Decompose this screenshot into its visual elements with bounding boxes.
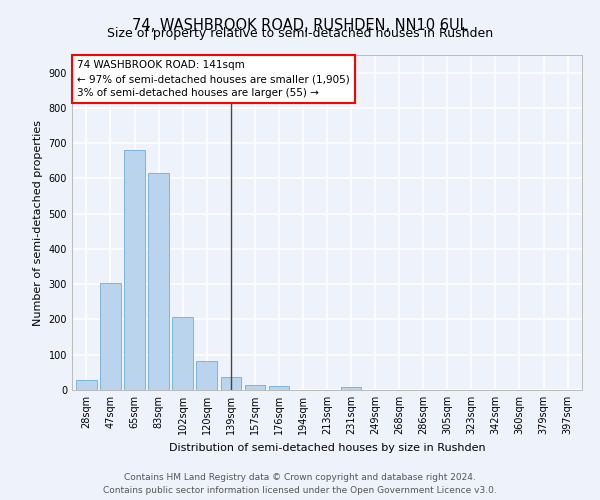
Y-axis label: Number of semi-detached properties: Number of semi-detached properties: [33, 120, 43, 326]
Bar: [245, 386, 265, 390]
Bar: [341, 387, 361, 390]
Text: Size of property relative to semi-detached houses in Rushden: Size of property relative to semi-detach…: [107, 28, 493, 40]
Bar: [100, 283, 121, 390]
Text: Contains HM Land Registry data © Crown copyright and database right 2024.
Contai: Contains HM Land Registry data © Crown c…: [103, 474, 497, 495]
Bar: [148, 173, 169, 390]
Bar: [124, 150, 145, 390]
Bar: [269, 386, 289, 390]
Bar: [76, 380, 97, 390]
Bar: [221, 376, 241, 390]
Text: 74 WASHBROOK ROAD: 141sqm
← 97% of semi-detached houses are smaller (1,905)
3% o: 74 WASHBROOK ROAD: 141sqm ← 97% of semi-…: [77, 60, 350, 98]
X-axis label: Distribution of semi-detached houses by size in Rushden: Distribution of semi-detached houses by …: [169, 442, 485, 452]
Bar: [172, 317, 193, 390]
Bar: [196, 360, 217, 390]
Text: 74, WASHBROOK ROAD, RUSHDEN, NN10 6UL: 74, WASHBROOK ROAD, RUSHDEN, NN10 6UL: [132, 18, 468, 32]
